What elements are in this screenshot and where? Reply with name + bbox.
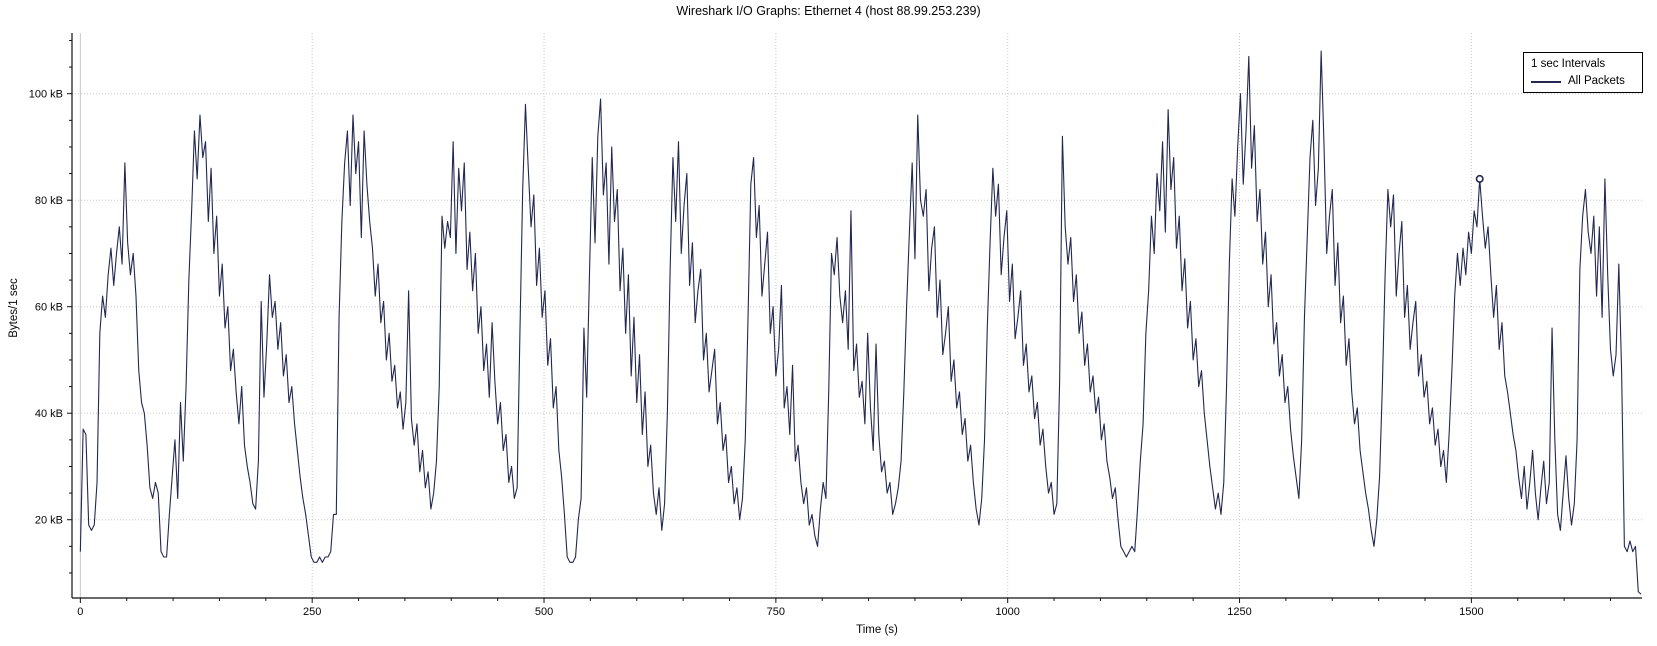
legend-box[interactable]: 1 sec Intervals All Packets xyxy=(1523,52,1643,93)
x-tick-label: 0 xyxy=(77,606,83,618)
y-tick-label: 80 kB xyxy=(35,195,63,207)
y-tick-label: 40 kB xyxy=(35,408,63,420)
x-axis-label: Time (s) xyxy=(856,624,898,636)
legend-item-all-packets[interactable]: All Packets xyxy=(1531,73,1636,90)
x-tick-label: 1250 xyxy=(1227,606,1251,618)
x-tick-label: 500 xyxy=(535,606,553,618)
x-tick-label: 250 xyxy=(303,606,321,618)
x-tick-label: 1500 xyxy=(1459,606,1483,618)
plot-area[interactable] xyxy=(72,33,1642,598)
chart-title: Wireshark I/O Graphs: Ethernet 4 (host 8… xyxy=(676,4,981,18)
all-packets-line xyxy=(79,50,1642,595)
y-tick-label: 60 kB xyxy=(35,302,63,314)
x-tick-label: 1000 xyxy=(995,606,1019,618)
x-tick-label: 750 xyxy=(767,606,785,618)
legend-title: 1 sec Intervals xyxy=(1531,58,1606,70)
legend-line-sample-icon xyxy=(1531,80,1561,83)
legend-item-label: All Packets xyxy=(1568,75,1625,87)
y-tick-label: 100 kB xyxy=(29,89,63,101)
y-tick-label: 20 kB xyxy=(35,515,63,527)
hover-point-marker xyxy=(1475,174,1484,183)
